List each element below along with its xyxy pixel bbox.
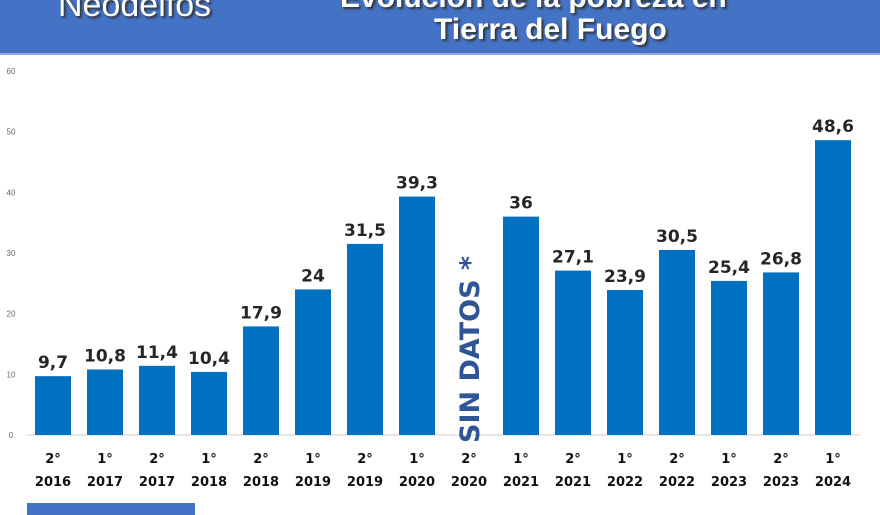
- x-tick-semester: 2°: [565, 452, 581, 467]
- y-tick-label: 60: [7, 67, 16, 76]
- x-tick-year: 2018: [243, 475, 279, 490]
- data-label: 10,4: [188, 349, 230, 369]
- y-tick-label: 30: [7, 249, 16, 258]
- bar: [763, 272, 799, 435]
- x-tick-semester: 1°: [721, 452, 737, 467]
- x-tick-semester: 2°: [669, 452, 685, 467]
- x-tick-semester: 1°: [201, 452, 217, 467]
- bar-chart: 0 10 20 30 40 50 60 9,7 2° 2016 10,8 1° 2017 11,4 2° 20…: [7, 67, 860, 490]
- header-banner: Neodelfos Evolución de la pobreza en Tie…: [0, 0, 880, 55]
- x-tick-semester: 1°: [305, 452, 321, 467]
- x-tick-semester: 1°: [825, 452, 841, 467]
- x-tick-semester: 2°: [461, 452, 477, 467]
- bar: [87, 369, 123, 435]
- x-tick-semester: 1°: [617, 452, 633, 467]
- x-tick-semester: 2°: [357, 452, 373, 467]
- x-tick-year: 2021: [555, 475, 591, 490]
- bar: [503, 216, 539, 435]
- data-label: 31,5: [344, 221, 386, 241]
- bar: [191, 371, 227, 435]
- x-tick-year: 2017: [87, 475, 123, 490]
- x-tick-year: 2016: [35, 475, 71, 490]
- x-tick-year: 2018: [191, 475, 227, 490]
- bar: [243, 326, 279, 435]
- x-tick-year: 2020: [451, 475, 487, 490]
- x-tick-semester: 1°: [97, 452, 113, 467]
- x-tick-year: 2020: [399, 475, 435, 490]
- data-label: 27,1: [552, 248, 594, 268]
- bar: [35, 376, 71, 435]
- data-label: 39,3: [396, 174, 438, 194]
- y-tick-label: 50: [7, 128, 16, 137]
- x-tick-year: 2019: [295, 475, 331, 490]
- data-label: 11,4: [136, 343, 178, 363]
- data-label: 25,4: [708, 258, 750, 278]
- brand-logo-text: Neodelfos: [58, 0, 212, 24]
- footer-blue-box: [27, 503, 195, 515]
- x-tick-year: 2017: [139, 475, 175, 490]
- x-tick-year: 2019: [347, 475, 383, 490]
- x-tick-year: 2021: [503, 475, 539, 490]
- data-label: 24: [301, 266, 325, 286]
- bar: [295, 289, 331, 435]
- data-label: 48,6: [812, 117, 854, 137]
- data-label: 17,9: [240, 303, 282, 323]
- bar: [139, 365, 175, 435]
- x-tick-semester: 1°: [409, 452, 425, 467]
- x-tick-semester: 2°: [149, 452, 165, 467]
- y-tick-label: 10: [7, 370, 16, 379]
- no-data-annotation: SIN DATOS *: [455, 256, 486, 443]
- x-tick-year: 2023: [711, 475, 747, 490]
- bar: [607, 290, 643, 435]
- x-tick-year: 2023: [763, 475, 799, 490]
- x-tick-year: 2024: [815, 475, 851, 490]
- x-tick-semester: 2°: [45, 452, 61, 467]
- x-tick-semester: 2°: [773, 452, 789, 467]
- data-label: 9,7: [38, 353, 68, 373]
- data-label: 26,8: [760, 249, 802, 269]
- data-label: 23,9: [604, 267, 646, 287]
- title-line-2: Tierra del Fuego: [434, 13, 667, 46]
- bar: [399, 196, 435, 435]
- y-tick-label: 40: [7, 188, 16, 197]
- x-tick-year: 2022: [659, 475, 695, 490]
- data-label: 30,5: [656, 227, 698, 247]
- data-label: 10,8: [84, 346, 126, 366]
- x-tick-year: 2022: [607, 475, 643, 490]
- title-line-1: Evolución de la pobreza en: [340, 0, 727, 15]
- y-tick-label: 0: [9, 431, 14, 440]
- bar: [347, 243, 383, 435]
- y-tick-label: 20: [7, 310, 16, 319]
- x-tick-semester: 1°: [513, 452, 529, 467]
- bar: [555, 270, 591, 435]
- x-tick-semester: 2°: [253, 452, 269, 467]
- bar: [815, 140, 851, 435]
- bar: [659, 249, 695, 435]
- bar: [711, 280, 747, 435]
- data-label: 36: [509, 194, 533, 214]
